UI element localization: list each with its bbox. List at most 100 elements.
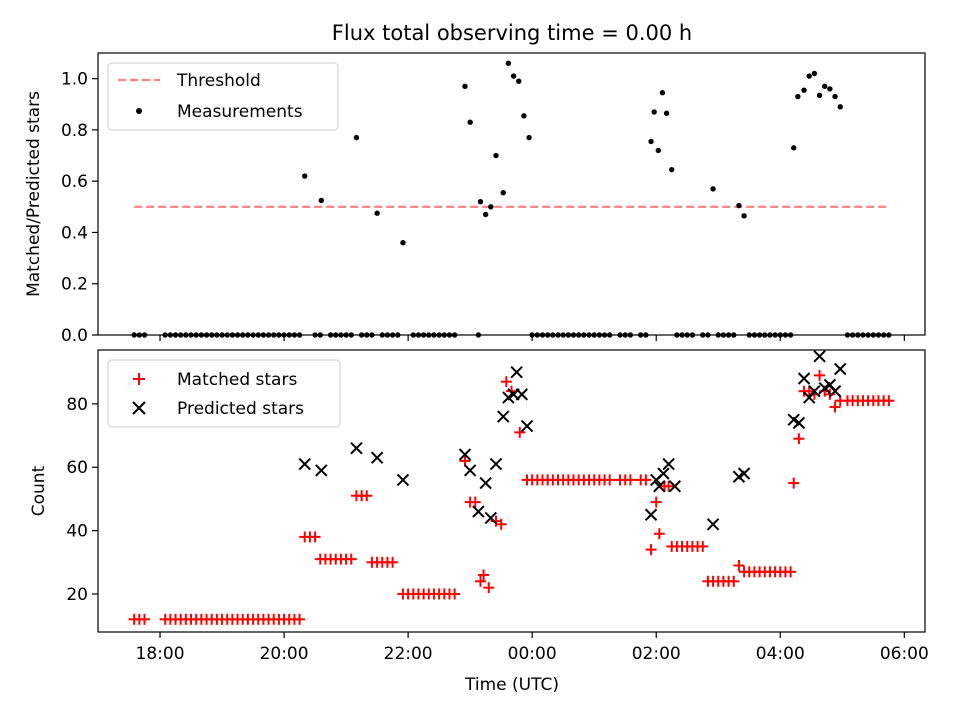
top-y-tick-label: 0.6 bbox=[61, 172, 88, 192]
legend-threshold-label: Threshold bbox=[176, 71, 261, 91]
measurement-point bbox=[462, 83, 468, 90]
matched-star-point bbox=[728, 575, 740, 587]
matched-star-point bbox=[483, 582, 495, 594]
measurement-point bbox=[832, 93, 838, 100]
bottom-plot-frame bbox=[97, 349, 926, 633]
matched-star-point bbox=[495, 518, 507, 530]
measurement-point bbox=[516, 78, 522, 84]
predicted-star-point bbox=[479, 476, 492, 490]
predicted-star-point bbox=[515, 388, 529, 401]
matched-star-point bbox=[788, 477, 800, 489]
predicted-star-point bbox=[484, 511, 498, 525]
bottom-y-tick-label: 40 bbox=[66, 522, 88, 542]
matched-star-point bbox=[478, 569, 490, 581]
predicted-star-point bbox=[472, 505, 485, 518]
measurement-point bbox=[467, 119, 473, 125]
top-panel: 0.0 0.2 0.4 0.6 0.8 1.0 Matched/Predicted sta… bbox=[24, 52, 926, 346]
x-tick-label: 20:00 bbox=[260, 644, 309, 664]
matched-star-point bbox=[604, 474, 616, 486]
bottom-y-tick-label: 60 bbox=[66, 458, 88, 478]
matched-star-point bbox=[309, 531, 321, 543]
matched-star-point bbox=[361, 490, 373, 502]
measurement-point bbox=[655, 147, 661, 154]
predicted-star-point bbox=[458, 448, 472, 461]
measurement-point bbox=[663, 110, 670, 116]
predicted-star-point bbox=[797, 372, 811, 385]
predicted-star-point bbox=[520, 419, 534, 433]
bottom-panel: 20 40 60 80 18:00 20:00 22:00 00:00 02:00 04:00 0… bbox=[29, 349, 929, 695]
matched-star-point bbox=[733, 559, 745, 571]
predicted-star-point bbox=[350, 442, 363, 455]
matched-star-point bbox=[697, 540, 709, 552]
top-legend: Threshold Measurements bbox=[107, 62, 339, 131]
measurement-point bbox=[302, 173, 308, 179]
legend-predicted-swatch bbox=[132, 401, 146, 415]
matched-star-point bbox=[624, 474, 636, 486]
predicted-star-point bbox=[657, 467, 670, 480]
measurement-point bbox=[353, 134, 360, 141]
measurement-point bbox=[669, 166, 675, 173]
predicted-star-point bbox=[706, 518, 720, 531]
predicted-star-point bbox=[644, 508, 658, 521]
measurement-point bbox=[400, 240, 406, 246]
matched-star-point bbox=[459, 455, 471, 467]
top-y-tick-label: 0.0 bbox=[61, 326, 88, 346]
x-tick-label: 00:00 bbox=[508, 644, 557, 664]
predicted-star-point bbox=[497, 410, 510, 423]
predicted-star-point bbox=[662, 457, 675, 471]
measurement-point bbox=[736, 202, 742, 209]
predicted-star-point bbox=[808, 384, 821, 398]
measurement-point bbox=[526, 134, 532, 141]
predicted-star-point bbox=[370, 451, 384, 464]
predicted-star-point bbox=[828, 384, 842, 398]
bottom-y-tick-label: 20 bbox=[66, 585, 88, 605]
matched-star-point bbox=[345, 553, 357, 565]
predicted-star-point bbox=[298, 457, 311, 471]
measurement-point bbox=[822, 83, 828, 90]
measurement-point bbox=[505, 60, 512, 66]
matched-star-point bbox=[814, 369, 826, 381]
measurement-point bbox=[816, 92, 823, 99]
matched-star-point bbox=[640, 474, 652, 486]
matched-star-point bbox=[474, 575, 486, 587]
measurement-point bbox=[806, 73, 812, 79]
bottom-y-axis-label: Count bbox=[29, 465, 49, 516]
matched-star-point bbox=[139, 613, 151, 625]
x-tick-label: 18:00 bbox=[136, 644, 185, 664]
matched-star-point bbox=[469, 496, 481, 508]
matched-star-point bbox=[387, 556, 399, 568]
top-y-axis-label: Matched/Predicted stars bbox=[24, 91, 44, 297]
measurement-point bbox=[510, 73, 517, 79]
measurement-point bbox=[374, 210, 380, 216]
legend-measurements-label: Measurements bbox=[177, 102, 303, 122]
measurement-point bbox=[827, 86, 833, 92]
x-tick-label: 02:00 bbox=[632, 644, 681, 664]
predicted-star-point bbox=[653, 480, 666, 493]
predicted-star-point bbox=[510, 365, 523, 379]
measurement-point bbox=[741, 213, 747, 219]
x-tick-label: 22:00 bbox=[384, 644, 433, 664]
predicted-star-point bbox=[813, 350, 826, 363]
predicted-star-point bbox=[834, 362, 847, 376]
predicted-star-point bbox=[668, 480, 682, 493]
measurement-point bbox=[482, 211, 489, 218]
predicted-star-point bbox=[792, 416, 806, 430]
matched-star-point bbox=[883, 395, 895, 407]
top-y-tick-label: 1.0 bbox=[61, 70, 88, 90]
matched-star-point bbox=[294, 613, 306, 625]
measurement-point bbox=[801, 87, 807, 93]
matched-star-point bbox=[514, 426, 526, 438]
measurement-point bbox=[521, 113, 527, 119]
predicted-star-point bbox=[315, 464, 328, 477]
measurement-point bbox=[791, 145, 797, 151]
measurement-point bbox=[488, 204, 494, 210]
measurement-point bbox=[477, 198, 484, 205]
matched-star-point bbox=[645, 544, 657, 556]
x-tick-label: 06:00 bbox=[880, 644, 929, 664]
x-tick-label: 04:00 bbox=[756, 644, 805, 664]
matched-star-point bbox=[449, 588, 461, 600]
legend-measurements-swatch bbox=[136, 108, 142, 114]
measurement-point bbox=[710, 186, 716, 192]
predicted-star-point bbox=[489, 457, 503, 471]
measurement-point bbox=[837, 104, 843, 110]
